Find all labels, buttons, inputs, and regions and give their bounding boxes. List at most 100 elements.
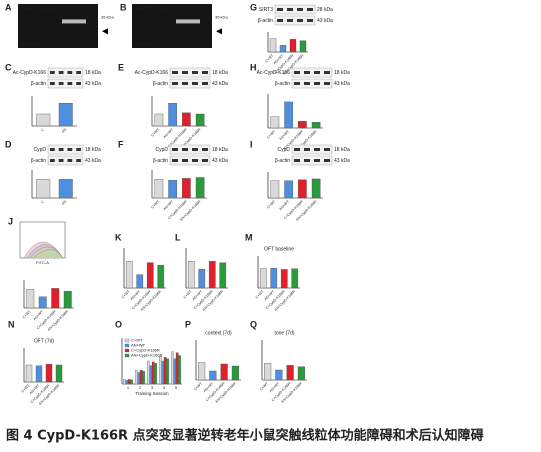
bar: [187, 261, 195, 289]
blot-band: [287, 19, 293, 22]
blot-band: [192, 159, 198, 162]
category-label: AN+WT: [162, 199, 174, 211]
bar: [36, 113, 51, 127]
bar: [279, 45, 287, 53]
hist-curve: [32, 249, 64, 259]
bar: [25, 364, 33, 383]
bar: [220, 363, 228, 381]
gel-header: IgG-IP SIRT3 Input: [136, 5, 171, 10]
panel-letter: K: [115, 232, 122, 242]
bar: [208, 261, 216, 289]
blot-band: [202, 148, 208, 151]
bar: [270, 116, 280, 129]
bar: [178, 355, 181, 385]
panel-letter: J: [8, 216, 13, 226]
band-size: 43 kDa: [212, 158, 228, 164]
x-tick-label: 3: [151, 385, 154, 390]
bar: [275, 369, 283, 381]
panel-letter: D: [5, 139, 12, 149]
legend-label: C+CypD-K166R: [131, 348, 160, 353]
blot-band: [67, 159, 73, 162]
blot-band: [202, 71, 208, 74]
blot-frame: [47, 67, 84, 78]
category-label: C+WT: [20, 383, 31, 394]
gel-ib: IB: CypD: [135, 41, 151, 46]
bar: [166, 358, 169, 385]
bar: [147, 360, 150, 385]
bar: [297, 366, 305, 381]
blot-band: [314, 71, 320, 74]
chart-title: OFT baseline: [264, 246, 294, 252]
bar: [168, 102, 177, 127]
bar: [161, 360, 165, 385]
category-label: AN: [61, 199, 68, 206]
x-tick-label: 5: [175, 385, 178, 390]
bar: [36, 179, 51, 199]
chart-title: context (7d): [205, 330, 232, 336]
bar: [289, 39, 297, 53]
blot-band: [277, 19, 283, 22]
band-size: 43 kDa: [85, 158, 101, 164]
category-label: C+WT: [264, 53, 275, 64]
category-label: C+WT: [22, 309, 33, 320]
legend-label: AN+CypD-K166R: [131, 353, 163, 358]
blot-band: [202, 82, 208, 85]
blot-frame: [274, 15, 316, 26]
blot-band: [50, 159, 55, 162]
gel: [132, 4, 212, 48]
category-label: C+WT: [259, 381, 270, 392]
bar: [154, 363, 157, 385]
bar: [270, 180, 280, 199]
bar: [269, 38, 277, 53]
bar: [125, 261, 133, 289]
blot-band: [76, 71, 81, 74]
bar: [171, 351, 174, 385]
gel-header: IgG-IP CypD Input: [22, 5, 55, 10]
blot-frame: [274, 4, 316, 15]
blot-frame: [169, 155, 211, 166]
bar: [63, 291, 72, 309]
category-label: C: [40, 199, 45, 204]
bar: [139, 370, 143, 385]
band-size: 18 kDa: [85, 70, 101, 76]
blot-band: [324, 159, 330, 162]
blot-band: [67, 148, 73, 151]
blot-band: [50, 148, 55, 151]
band-size: 18 kDa: [212, 70, 228, 76]
blot-band: [182, 148, 188, 151]
category-label: AN: [61, 127, 68, 134]
bar: [311, 178, 321, 199]
bar: [195, 113, 205, 127]
band-name: β-actin: [153, 158, 168, 164]
blot-band: [172, 148, 178, 151]
panel-letter: F: [118, 139, 124, 149]
panel-letter: H: [250, 62, 257, 72]
bar: [55, 364, 63, 383]
blot-band: [324, 82, 330, 85]
blot-band: [324, 148, 330, 151]
bar: [270, 267, 278, 289]
category-label: AN+CypD-K166R: [280, 381, 303, 404]
bar: [264, 363, 272, 381]
bar: [298, 179, 307, 199]
bar: [299, 40, 307, 53]
band-size: 43 kDa: [85, 81, 101, 87]
blot-band: [50, 71, 55, 74]
blot-band: [192, 148, 198, 151]
blot-band: [172, 159, 178, 162]
blot-band: [202, 159, 208, 162]
panel-letter: Q: [250, 319, 257, 329]
bar: [142, 370, 145, 385]
band-name: Ac-CypD-K166: [135, 70, 169, 76]
band-name: SIRT3: [259, 7, 273, 13]
blot-band: [304, 71, 310, 74]
band-name: Ac-CypD-K166: [257, 70, 291, 76]
gel-ib: IB: SIRT3: [21, 41, 39, 46]
band-size: 18 kDa: [212, 147, 228, 153]
legend-swatch: [124, 348, 130, 353]
blot-band: [67, 71, 73, 74]
legend-swatch: [124, 343, 130, 348]
category-label: C+WT: [121, 289, 132, 300]
blot-band: [294, 148, 300, 151]
panel-letter: G: [250, 2, 257, 12]
